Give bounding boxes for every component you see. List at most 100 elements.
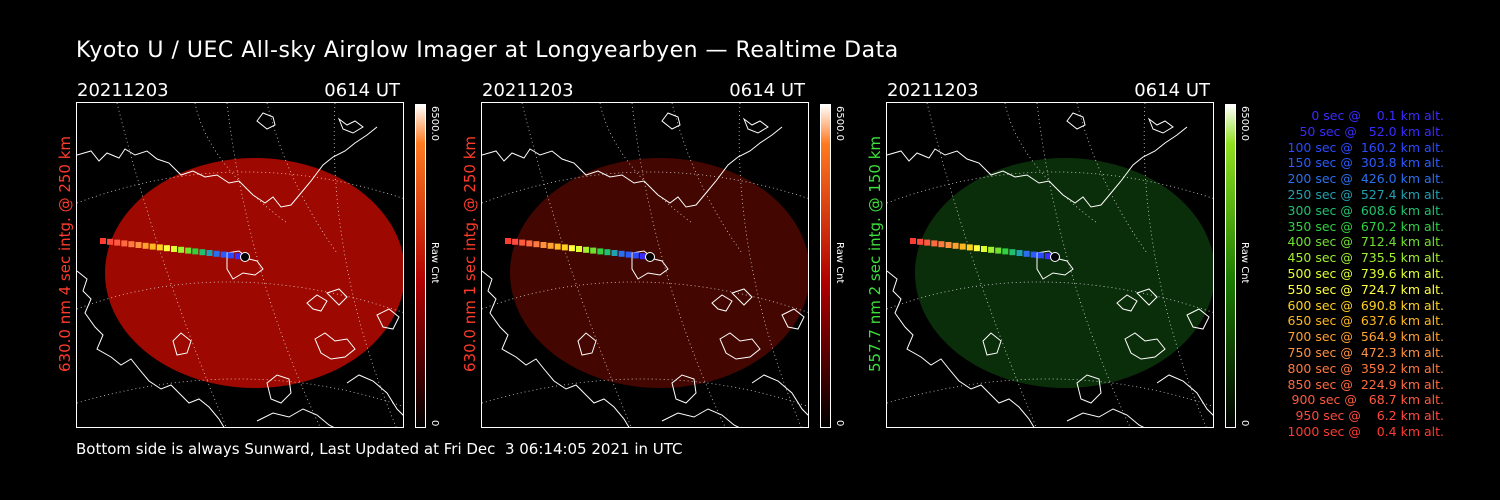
trajectory-marker: [938, 241, 945, 248]
trajectory-marker: [597, 248, 604, 255]
glow-layer: [510, 158, 808, 388]
trajectory-marker: [533, 241, 540, 248]
trajectory-marker: [995, 247, 1002, 254]
trajectory-marker: [583, 246, 590, 253]
trajectory-marker: [1016, 250, 1023, 256]
trajectory-marker: [952, 242, 959, 249]
map-grid-line: [631, 103, 726, 427]
trajectory-marker: [128, 241, 135, 248]
trajectory-marker: [568, 245, 575, 252]
coastline: [711, 294, 733, 312]
panel-3-map-svg: [887, 103, 1213, 427]
trajectory-marker: [121, 240, 128, 247]
glow-layer: [915, 158, 1213, 388]
panel-3-ylabel: 557.7 nm 2 sec intg. @ 150 km: [866, 135, 884, 372]
panel-1-date: 20211203: [77, 80, 169, 101]
legend-row: 300 sec @ 608.6 km alt.: [1283, 202, 1445, 218]
trajectory-marker: [114, 239, 121, 246]
coastline: [1066, 112, 1086, 130]
panel-3-colorbar: [1225, 104, 1236, 428]
trajectory-marker: [981, 246, 987, 252]
footer-note: Bottom side is always Sunward, Last Upda…: [76, 440, 683, 458]
coastline: [376, 308, 400, 330]
panel-1-map: [76, 102, 404, 428]
trajectory-marker: [625, 251, 632, 258]
glow-layer: [105, 158, 403, 388]
legend-row: 650 sec @ 637.6 km alt.: [1283, 313, 1445, 329]
map-grid-line: [599, 103, 693, 224]
trajectory-marker: [171, 246, 177, 252]
map-grid-line: [77, 281, 403, 313]
coastline: [731, 288, 753, 306]
panel-3-date: 20211203: [887, 80, 979, 101]
trajectory-marker: [540, 242, 547, 248]
trajectory-marker: [973, 245, 980, 252]
map-grid-line: [482, 281, 808, 313]
panel-1-ylabel: 630.0 nm 4 sec intg. @ 250 km: [56, 135, 74, 372]
panel-2-time: 0614 UT: [729, 80, 805, 101]
trajectory-marker: [576, 246, 582, 252]
panel-3-time: 0614 UT: [1134, 80, 1210, 101]
legend-row: 600 sec @ 690.8 km alt.: [1283, 297, 1445, 313]
legend-row: 900 sec @ 68.7 km alt.: [1287, 392, 1444, 408]
trajectory-marker: [156, 244, 163, 251]
coastline: [482, 270, 630, 427]
altitude-legend: 0 sec @ 0.1 km alt. 50 sec @ 52.0 km alt…: [1262, 108, 1445, 440]
trajectory-marker: [142, 242, 149, 249]
map-grid-line: [116, 103, 227, 427]
panel-3-map: [886, 102, 1214, 428]
trajectory-marker: [192, 248, 199, 255]
legend-row: 0 sec @ 0.1 km alt.: [1299, 108, 1444, 123]
trajectory-marker: [966, 244, 973, 251]
legend-row: 750 sec @ 472.3 km alt.: [1283, 344, 1445, 360]
trajectory-marker: [178, 246, 185, 253]
legend-row: 100 sec @ 160.2 km alt.: [1283, 139, 1445, 155]
panel-2-colorbar-unit: Raw Cnt: [834, 242, 845, 284]
coastline: [781, 308, 805, 330]
coastline: [266, 374, 292, 404]
coastline: [887, 270, 1035, 427]
panel-3-colorbar-max: 6500.0: [1239, 106, 1250, 141]
trajectory-marker: [639, 253, 646, 260]
legend-row: 400 sec @ 712.4 km alt.: [1283, 234, 1445, 250]
trajectory-marker: [213, 250, 220, 257]
panel-1-colorbar-max: 6500.0: [429, 106, 440, 141]
trajectory-marker: [632, 252, 639, 259]
legend-row: 1000 sec @ 0.4 km alt.: [1287, 423, 1444, 439]
panel-1-colorbar-unit: Raw Cnt: [429, 242, 440, 284]
coastline: [751, 374, 808, 416]
trajectory-marker: [959, 243, 966, 250]
trajectory-marker: [1030, 251, 1037, 258]
coastline: [482, 126, 783, 208]
coastline: [1156, 374, 1213, 416]
coastline: [256, 112, 276, 130]
map-grid-line: [1036, 103, 1131, 427]
coastline: [314, 332, 356, 360]
panel-2-map-svg: [482, 103, 808, 427]
trajectory-marker: [163, 245, 170, 252]
airglow-image: [510, 158, 808, 388]
map-grid-line: [482, 171, 808, 204]
map-grid-line: [521, 103, 632, 427]
coastline: [326, 288, 348, 306]
trajectory-marker: [1009, 249, 1016, 256]
map-grid-line: [887, 281, 1213, 313]
trajectory-marker: [227, 252, 234, 259]
legend-row: 850 sec @ 224.9 km alt.: [1283, 376, 1445, 392]
legend-row: 250 sec @ 527.4 km alt.: [1283, 186, 1445, 202]
legend-row: 350 sec @ 670.2 km alt.: [1283, 218, 1445, 234]
panel-1-colorbar: [415, 104, 426, 428]
coastline: [256, 408, 335, 427]
legend-row: 800 sec @ 359.2 km alt.: [1283, 360, 1445, 376]
station-marker: [240, 252, 250, 262]
trajectory-marker: [220, 251, 227, 258]
coastline: [1124, 332, 1166, 360]
map-grid-line: [194, 103, 288, 224]
trajectory-marker: [590, 247, 597, 254]
coastline: [661, 408, 740, 427]
trajectory-marker: [611, 250, 618, 256]
page-title: Kyoto U / UEC All-sky Airglow Imager at …: [76, 38, 899, 63]
coastline: [306, 294, 328, 312]
panel-1-time: 0614 UT: [324, 80, 400, 101]
trajectory-marker: [100, 238, 106, 244]
